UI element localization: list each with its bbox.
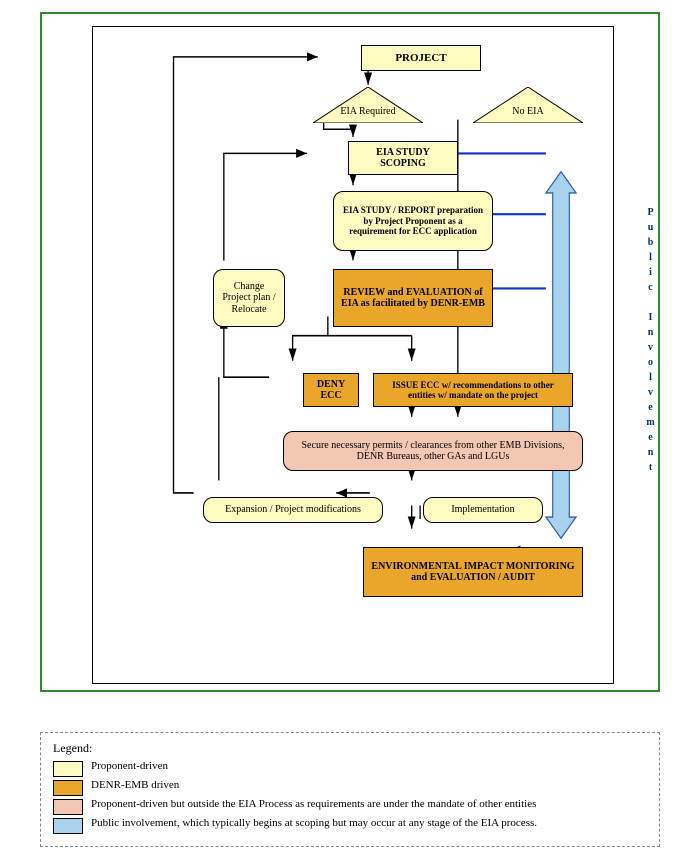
node-scoping: EIA STUDY SCOPING bbox=[348, 141, 458, 175]
legend-swatch bbox=[53, 761, 83, 777]
legend-text: Public involvement, which typically begi… bbox=[91, 817, 537, 829]
legend-item-1: DENR-EMB driven bbox=[53, 779, 647, 796]
node-no_eia: No EIA bbox=[473, 87, 583, 123]
legend-box: Legend: Proponent-driven DENR-EMB driven P… bbox=[40, 732, 660, 847]
node-expan: Expansion / Project modifications bbox=[203, 497, 383, 523]
node-monitor: ENVIRONMENTAL IMPACT MONITORING and EVAL… bbox=[363, 547, 583, 597]
legend-item-2: Proponent-driven but outside the EIA Pro… bbox=[53, 798, 647, 815]
legend-text: Proponent-driven but outside the EIA Pro… bbox=[91, 798, 536, 810]
diagram-inner-frame: PROJECT EIA Required No EIA EIA STUDY SCO… bbox=[92, 26, 614, 684]
legend-text: Proponent-driven bbox=[91, 760, 168, 772]
node-change: Change Project plan / Relocate bbox=[213, 269, 285, 327]
node-project: PROJECT bbox=[361, 45, 481, 71]
node-eia_req: EIA Required bbox=[313, 87, 423, 123]
node-study: EIA STUDY / REPORT preparation by Projec… bbox=[333, 191, 493, 251]
legend-item-3: Public involvement, which typically begi… bbox=[53, 817, 647, 834]
legend-text: DENR-EMB driven bbox=[91, 779, 179, 791]
legend-swatch bbox=[53, 818, 83, 834]
node-review: REVIEW and EVALUATION of EIA as facilita… bbox=[333, 269, 493, 327]
legend-swatch bbox=[53, 780, 83, 796]
legend-swatch bbox=[53, 799, 83, 815]
node-permits: Secure necessary permits / clearances fr… bbox=[283, 431, 583, 471]
diagram-outer-frame: PROJECT EIA Required No EIA EIA STUDY SCO… bbox=[40, 12, 660, 692]
node-impl: Implementation bbox=[423, 497, 543, 523]
public-involvement-label: Public Involvement bbox=[645, 207, 656, 527]
legend-item-0: Proponent-driven bbox=[53, 760, 647, 777]
node-deny: DENY ECC bbox=[303, 373, 359, 407]
node-issue: ISSUE ECC w/ recommendations to other en… bbox=[373, 373, 573, 407]
legend-title: Legend: bbox=[53, 741, 647, 756]
